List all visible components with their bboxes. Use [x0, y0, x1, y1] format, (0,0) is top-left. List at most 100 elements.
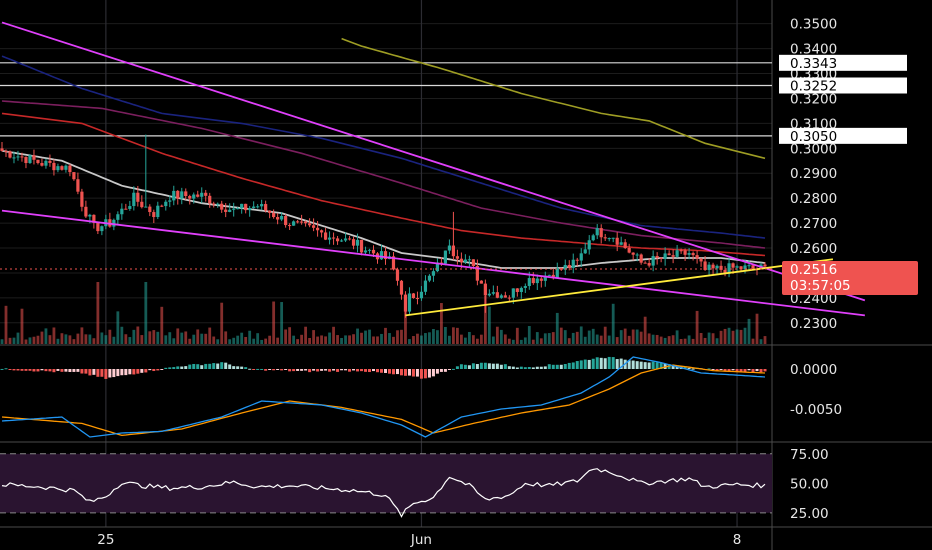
candle[interactable]: [595, 224, 599, 240]
candle[interactable]: [272, 209, 276, 219]
candle[interactable]: [276, 213, 280, 225]
candle[interactable]: [260, 199, 264, 211]
candle[interactable]: [28, 154, 32, 164]
candle[interactable]: [72, 172, 76, 181]
candle[interactable]: [180, 187, 184, 205]
candle[interactable]: [128, 200, 132, 211]
candle[interactable]: [403, 291, 408, 318]
candle[interactable]: [467, 255, 471, 267]
candle[interactable]: [36, 159, 40, 165]
candle[interactable]: [4, 149, 8, 157]
candle[interactable]: [331, 232, 336, 245]
candle[interactable]: [675, 245, 679, 258]
candle[interactable]: [164, 199, 168, 211]
candle[interactable]: [607, 237, 611, 242]
candle[interactable]: [264, 200, 268, 213]
candle[interactable]: [727, 257, 731, 278]
candle[interactable]: [399, 279, 404, 300]
candle[interactable]: [323, 227, 328, 241]
candle[interactable]: [455, 249, 460, 265]
candle[interactable]: [495, 285, 499, 299]
candle[interactable]: [68, 163, 72, 177]
candle[interactable]: [423, 275, 428, 295]
candle[interactable]: [240, 203, 244, 214]
candle[interactable]: [220, 200, 224, 213]
candle[interactable]: [96, 222, 100, 235]
candle[interactable]: [667, 250, 671, 256]
candle[interactable]: [363, 246, 368, 255]
candle[interactable]: [288, 223, 292, 231]
candle[interactable]: [12, 151, 16, 164]
candle[interactable]: [228, 203, 232, 213]
candle[interactable]: [176, 189, 180, 205]
candle[interactable]: [100, 225, 104, 236]
candle[interactable]: [212, 201, 216, 208]
candle[interactable]: [32, 149, 36, 165]
candle[interactable]: [200, 187, 204, 204]
candle[interactable]: [447, 239, 452, 254]
candle[interactable]: [148, 204, 152, 217]
candle[interactable]: [531, 272, 535, 285]
candle[interactable]: [635, 252, 639, 262]
candle[interactable]: [687, 248, 691, 260]
candle[interactable]: [487, 289, 491, 297]
candle[interactable]: [539, 275, 543, 288]
candle[interactable]: [64, 164, 68, 173]
candle[interactable]: [76, 172, 80, 195]
candle[interactable]: [547, 274, 551, 276]
candle[interactable]: [140, 195, 144, 209]
candle[interactable]: [415, 291, 420, 305]
candle[interactable]: [108, 212, 112, 228]
candle[interactable]: [519, 286, 523, 299]
candle[interactable]: [116, 211, 120, 226]
candle[interactable]: [335, 235, 340, 245]
candle[interactable]: [44, 158, 48, 169]
candle[interactable]: [236, 206, 240, 210]
candle[interactable]: [355, 233, 360, 253]
candle[interactable]: [599, 224, 603, 244]
candle[interactable]: [431, 268, 436, 282]
candle[interactable]: [16, 150, 20, 161]
candle[interactable]: [327, 231, 332, 245]
candle[interactable]: [232, 202, 236, 217]
candle[interactable]: [20, 152, 24, 162]
candle[interactable]: [603, 234, 607, 241]
candle[interactable]: [659, 257, 663, 263]
candle[interactable]: [84, 200, 88, 219]
candle[interactable]: [280, 212, 284, 222]
candle[interactable]: [144, 134, 148, 208]
candle[interactable]: [715, 264, 719, 275]
candle[interactable]: [48, 154, 52, 167]
candle[interactable]: [311, 218, 316, 232]
candle[interactable]: [739, 266, 743, 271]
candle[interactable]: [156, 201, 160, 220]
candle[interactable]: [655, 252, 659, 265]
candle[interactable]: [296, 219, 300, 224]
candle[interactable]: [679, 248, 683, 254]
candle[interactable]: [184, 188, 188, 200]
candle[interactable]: [136, 185, 140, 207]
candle[interactable]: [40, 158, 44, 167]
candle[interactable]: [435, 258, 440, 273]
candle[interactable]: [52, 159, 56, 176]
candle[interactable]: [315, 220, 320, 237]
candle[interactable]: [703, 256, 707, 271]
candle[interactable]: [252, 201, 256, 209]
candle[interactable]: [503, 291, 507, 298]
candle[interactable]: [24, 156, 28, 169]
candle[interactable]: [587, 235, 591, 255]
candle[interactable]: [591, 233, 595, 242]
candle[interactable]: [683, 248, 687, 261]
candle[interactable]: [419, 286, 424, 301]
candle[interactable]: [383, 246, 388, 265]
candle[interactable]: [475, 259, 479, 286]
candle[interactable]: [284, 214, 288, 228]
candle[interactable]: [543, 271, 547, 287]
candle[interactable]: [339, 238, 344, 242]
candle[interactable]: [515, 288, 519, 297]
candle[interactable]: [347, 236, 352, 241]
candle[interactable]: [304, 220, 308, 227]
candle[interactable]: [583, 242, 587, 254]
